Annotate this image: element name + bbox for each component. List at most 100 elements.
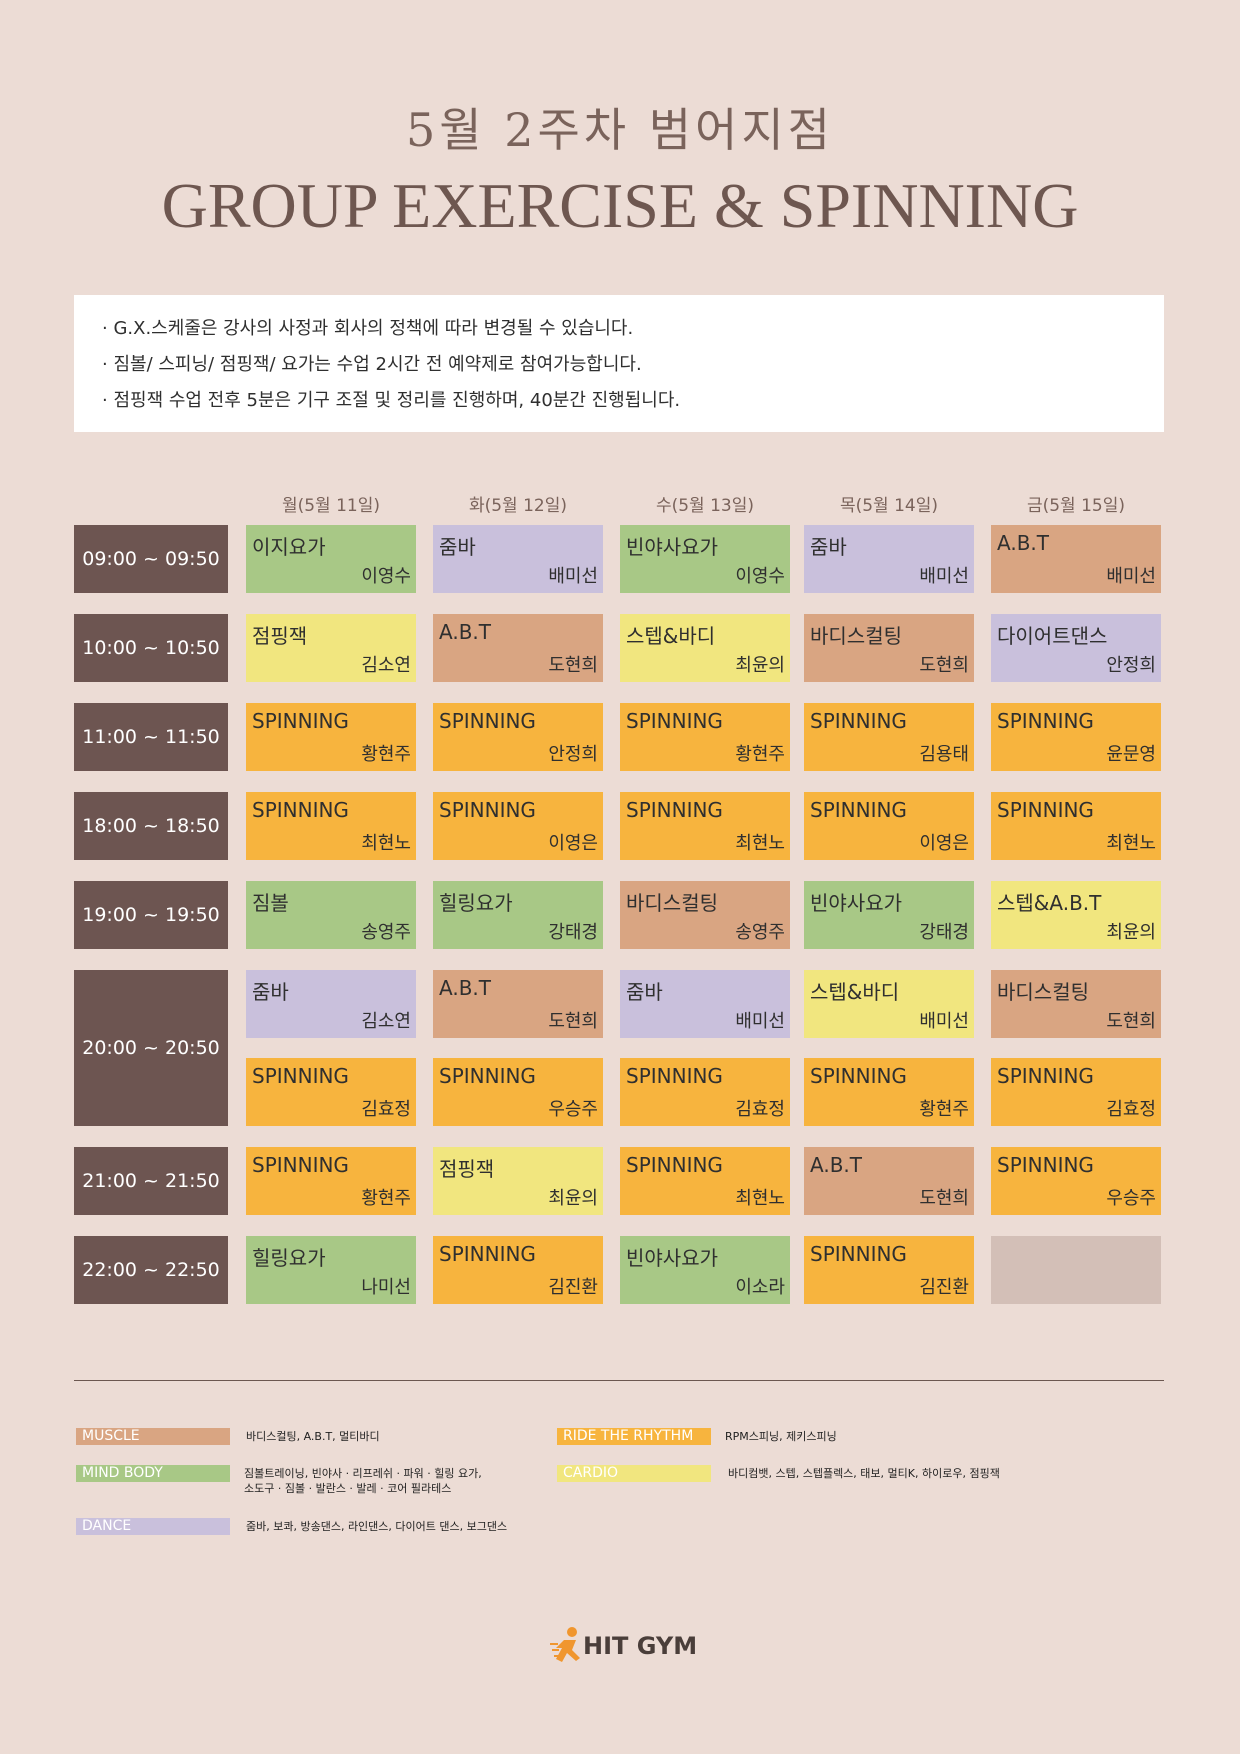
class-name: SPINNING xyxy=(997,798,1094,822)
instructor-name: 도현희 xyxy=(548,1011,598,1032)
class-name: 빈야사요가 xyxy=(626,535,718,559)
class-name: SPINNING xyxy=(810,798,907,822)
notice-line: · 점핑잭 수업 전후 5분은 기구 조절 및 정리를 진행하며, 40분간 진… xyxy=(102,390,681,411)
class-cell: SPINNING 김효정 xyxy=(246,1058,416,1126)
instructor-name: 최현노 xyxy=(735,1188,785,1209)
class-cell: A.B.T 도현희 xyxy=(433,970,603,1038)
time-row: 20:00 ~ 20:50 줌바 김소연 A.B.T 도현희 줌바 배미선 스텝&바디 배미선 바… xyxy=(74,970,1164,1126)
class-name: SPINNING xyxy=(439,1242,536,1266)
class-name: SPINNING xyxy=(626,798,723,822)
divider xyxy=(74,1380,1164,1381)
instructor-name: 배미선 xyxy=(548,566,598,587)
notice-line: · 짐볼/ 스피닝/ 점핑잭/ 요가는 수업 2시간 전 예약제로 참여가능합니… xyxy=(102,354,642,375)
class-cell: 빈야사요가 이소라 xyxy=(620,1236,790,1304)
legend-cardio-desc: 바디컴뱃, 스텝, 스텝플렉스, 태보, 멀티K, 하이로우, 점핑잭 xyxy=(728,1467,1000,1480)
time-row: 09:00 ~ 09:50 이지요가 이영수 줌바 배미선 빈야사요가 이영수 줌바 배미선 A.… xyxy=(74,525,1164,593)
legend-muscle-label: MUSCLE xyxy=(76,1428,230,1445)
class-cell: SPINNING 김진환 xyxy=(804,1236,974,1304)
class-name: 짐볼 xyxy=(252,891,289,915)
header: 5월 2주차 범어지점 GROUP EXERCISE & SPINNING xyxy=(0,100,1240,246)
class-cell: A.B.T 도현희 xyxy=(804,1147,974,1215)
class-cell: SPINNING 황현주 xyxy=(246,703,416,771)
class-cell: 줌바 배미선 xyxy=(433,525,603,593)
instructor-name: 도현희 xyxy=(919,1188,969,1209)
class-name: 바디스컬팅 xyxy=(626,891,718,915)
legend-dance-label: DANCE xyxy=(76,1518,230,1535)
instructor-name: 강태경 xyxy=(548,922,598,943)
instructor-name: 이영은 xyxy=(548,833,598,854)
day-header-row: 월(5월 11일) 화(5월 12일) 수(5월 13일) 목(5월 14일) 금(5월… xyxy=(74,485,1164,525)
instructor-name: 배미선 xyxy=(919,566,969,587)
class-cell: SPINNING 황현주 xyxy=(804,1058,974,1126)
instructor-name: 최윤의 xyxy=(1106,922,1156,943)
class-name: SPINNING xyxy=(439,709,536,733)
class-cell: 빈야사요가 강태경 xyxy=(804,881,974,949)
class-cell: 스텝&A.B.T 최윤의 xyxy=(991,881,1161,949)
class-name: SPINNING xyxy=(439,798,536,822)
class-name: 스텝&바디 xyxy=(626,624,716,648)
class-name: 점핑잭 xyxy=(252,624,308,648)
time-slot-label: 09:00 ~ 09:50 xyxy=(74,525,228,593)
instructor-name: 김소연 xyxy=(361,655,411,676)
instructor-name: 이영수 xyxy=(735,566,785,587)
instructor-name: 김소연 xyxy=(361,1011,411,1032)
class-cell: 다이어트댄스 안정희 xyxy=(991,614,1161,682)
instructor-name: 최윤의 xyxy=(548,1188,598,1209)
class-name: SPINNING xyxy=(997,709,1094,733)
legend-cardio-label: CARDIO xyxy=(557,1465,711,1482)
class-cell: 바디스컬팅 도현희 xyxy=(991,970,1161,1038)
class-cell: SPINNING 이영은 xyxy=(433,792,603,860)
instructor-name: 배미선 xyxy=(1106,566,1156,587)
class-name: 힐링요가 xyxy=(252,1246,326,1270)
class-cell: SPINNING 윤문영 xyxy=(991,703,1161,771)
class-name: SPINNING xyxy=(810,1242,907,1266)
day-header: 화(5월 12일) xyxy=(468,496,568,516)
instructor-name: 이영수 xyxy=(361,566,411,587)
class-cell: 스텝&바디 최윤의 xyxy=(620,614,790,682)
class-name: 줌바 xyxy=(252,980,289,1004)
instructor-name: 김진환 xyxy=(919,1277,969,1298)
class-name: A.B.T xyxy=(997,531,1049,555)
instructor-name: 김진환 xyxy=(548,1277,598,1298)
instructor-name: 최현노 xyxy=(735,833,785,854)
time-slot-label: 20:00 ~ 20:50 xyxy=(74,970,228,1126)
class-name: 다이어트댄스 xyxy=(997,624,1108,648)
instructor-name: 김효정 xyxy=(735,1099,785,1120)
time-slot-label: 18:00 ~ 18:50 xyxy=(74,792,228,860)
class-name: 줌바 xyxy=(810,535,847,559)
class-cell: SPINNING 우승주 xyxy=(991,1147,1161,1215)
time-slot-label: 22:00 ~ 22:50 xyxy=(74,1236,228,1304)
legend-ride-desc: RPM스피닝, 제키스피닝 xyxy=(725,1430,837,1443)
day-header: 금(5월 15일) xyxy=(1026,496,1126,516)
class-name: 빈야사요가 xyxy=(810,891,902,915)
class-name: 힐링요가 xyxy=(439,891,513,915)
instructor-name: 배미선 xyxy=(919,1011,969,1032)
instructor-name: 황현주 xyxy=(361,1188,411,1209)
class-cell: A.B.T 배미선 xyxy=(991,525,1161,593)
class-cell: SPINNING 우승주 xyxy=(433,1058,603,1126)
instructor-name: 황현주 xyxy=(919,1099,969,1120)
instructor-name: 송영주 xyxy=(735,922,785,943)
class-name: A.B.T xyxy=(439,976,491,1000)
class-name: 스텝&바디 xyxy=(810,980,900,1004)
class-name: 이지요가 xyxy=(252,535,326,559)
class-cell: A.B.T 도현희 xyxy=(433,614,603,682)
instructor-name: 배미선 xyxy=(735,1011,785,1032)
class-name: SPINNING xyxy=(252,1064,349,1088)
instructor-name: 김효정 xyxy=(361,1099,411,1120)
time-row: 18:00 ~ 18:50 SPINNING 최현노 SPINNING 이영은 SPINN… xyxy=(74,792,1164,860)
time-row: 11:00 ~ 11:50 SPINNING 황현주 SPINNING 안정희 SPINN… xyxy=(74,703,1164,771)
instructor-name: 황현주 xyxy=(361,744,411,765)
instructor-name: 황현주 xyxy=(735,744,785,765)
class-name: SPINNING xyxy=(810,709,907,733)
day-header: 수(5월 13일) xyxy=(655,496,755,516)
day-header: 월(5월 11일) xyxy=(281,496,381,516)
class-cell: SPINNING 안정희 xyxy=(433,703,603,771)
class-cell: SPINNING 김진환 xyxy=(433,1236,603,1304)
legend-dance-desc: 줌바, 보콰, 방송댄스, 라인댄스, 다이어트 댄스, 보그댄스 xyxy=(246,1520,508,1533)
notice-line: · G.X.스케줄은 강사의 사정과 회사의 정책에 따라 변경될 수 있습니다… xyxy=(102,318,634,339)
class-name: SPINNING xyxy=(252,1153,349,1177)
